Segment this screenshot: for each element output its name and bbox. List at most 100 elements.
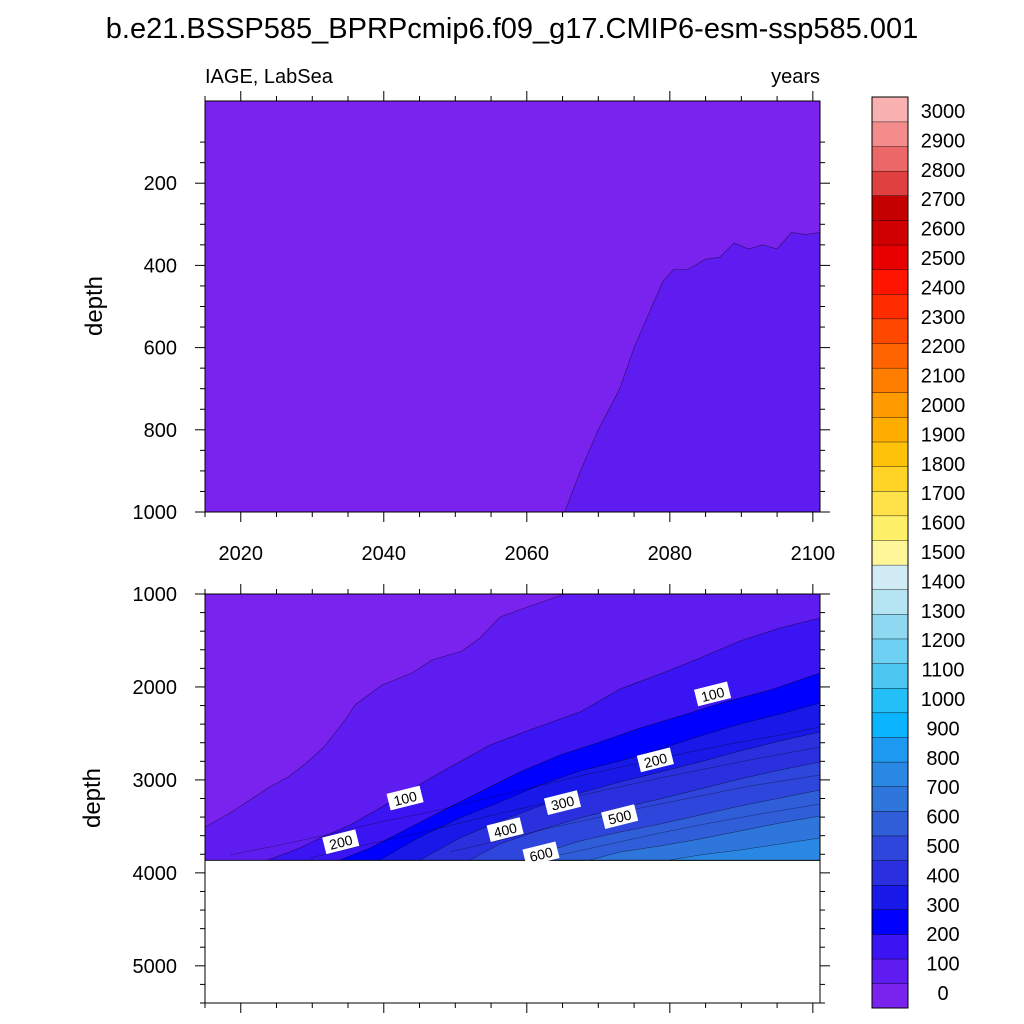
contour-label-box [522,841,560,867]
colorbar-label: 2600 [921,219,966,241]
lower-y-tick-label: 3000 [133,770,178,792]
colorbar-swatch [871,146,909,172]
contour-label-text: 300 [549,792,576,813]
colorbar-swatch [871,589,909,615]
colorbar-swatch [871,490,909,517]
lower-y-tick-label: 1000 [133,584,178,606]
colorbar-swatch [871,663,909,689]
contour-label-text: 600 [528,844,555,865]
colorbar-label: 1000 [921,689,966,711]
colorbar-swatch [871,515,909,541]
colorbar-label: 0 [937,983,948,1005]
lower-y-axis-label: depth [79,768,106,828]
colorbar-swatch [871,933,909,960]
colorbar-swatch [871,860,909,886]
chart-title: b.e21.BSSP585_BPRPcmip6.f09_g17.CMIP6-es… [106,13,918,45]
lower-y-tick-label: 2000 [133,677,178,699]
contour-label: 100 [386,785,424,811]
colorbar-label: 1300 [921,601,966,623]
colorbar-frame [871,96,909,1009]
colorbar-swatch [871,638,909,664]
upper-y-tick-label: 200 [144,173,177,195]
colorbar-label: 1600 [921,513,966,535]
colorbar-label: 1500 [921,542,966,564]
colorbar-swatch [871,466,909,492]
contour-label-text: 100 [392,788,419,809]
colorbar-label: 1900 [921,424,966,446]
colorbar-label: 900 [926,718,959,740]
x-tick-label: 2060 [505,543,550,565]
upper-y-tick-label: 400 [144,255,177,277]
colorbar-swatch [871,909,909,935]
colorbar-label: 800 [926,748,959,770]
lower-contour-line-d [559,803,821,856]
colorbar-label: 400 [926,865,959,887]
colorbar-label: 2200 [921,336,966,358]
upper-y-tick-label: 600 [144,338,177,360]
colorbar-swatch [871,810,909,837]
colorbar-label: 2300 [921,307,966,329]
contour-label-text: 100 [699,684,726,705]
colorbar-label: 1400 [921,571,966,593]
colorbar-swatch [871,416,909,443]
units-label: years [771,66,820,88]
colorbar-swatch [871,736,909,763]
lower-contour-line-a [229,726,821,856]
colorbar-label: 2000 [921,395,966,417]
upper-region-50-100 [564,232,821,513]
colorbar-label: 3000 [921,101,966,123]
contour-label-box [486,817,524,842]
colorbar-swatch [871,195,909,221]
colorbar-swatch [871,539,909,566]
colorbar-swatch [871,712,909,738]
colorbar-swatch [871,441,909,467]
colorbar-swatch [871,219,909,246]
contour-label-text: 400 [492,819,519,840]
colorbar-label: 300 [926,895,959,917]
upper-panel: 200 400 600 800 1000 2020 2040 2060 2080 2100 de… [81,91,835,565]
colorbar-swatch [871,687,909,714]
colorbar-swatch [871,958,909,984]
colorbar-swatch [871,761,909,787]
colorbar-label: 2800 [921,160,966,182]
colorbar-swatch [871,96,909,123]
contour-label-box [322,829,360,855]
lower-panel: 100 200 300 500 100 400 200 600 1000 2000 3000 400… [79,584,830,1013]
contour-label-text: 500 [607,806,634,827]
variable-label: IAGE, LabSea [205,66,334,88]
upper-y-tick-label: 1000 [133,502,178,524]
contour-label: 600 [522,841,560,867]
x-tick-label: 2040 [362,543,407,565]
colorbar-swatch [871,318,909,344]
colorbar-label: 1800 [921,454,966,476]
colorbar-label: 600 [926,807,959,829]
colorbar-label: 1700 [921,483,966,505]
colorbar-label: 2700 [921,189,966,211]
colorbar-label: 2500 [921,248,966,270]
colorbar-swatch [871,343,909,369]
contour-label: 200 [322,829,360,855]
colorbar-swatch [871,835,909,861]
colorbar-swatch [871,244,909,270]
colorbar-label: 500 [926,836,959,858]
colorbar-swatch [871,293,909,320]
contour-label-box [636,747,674,773]
colorbar-swatch [871,392,909,418]
upper-y-tick-label: 800 [144,420,177,442]
contour-label-box [386,785,424,811]
colorbar-swatch [871,121,909,147]
colorbar-label: 2100 [921,366,966,388]
contour-label: 500 [601,804,639,829]
colorbar-label: 700 [926,777,959,799]
colorbar-swatch [871,367,909,393]
colorbar-swatch [871,983,909,1009]
x-tick-label: 2080 [648,543,693,565]
contour-label-box [601,804,639,829]
colorbar-swatch [871,884,909,911]
colorbar-label: 100 [926,954,959,976]
colorbar-label: 1100 [921,660,964,682]
colorbar: 0 100 200 300 400 500 600 700 800 900 1000 1100 1200… [871,96,966,1009]
contour-label-text: 200 [642,750,669,771]
contour-label: 200 [636,747,674,773]
upper-frame [204,100,821,513]
